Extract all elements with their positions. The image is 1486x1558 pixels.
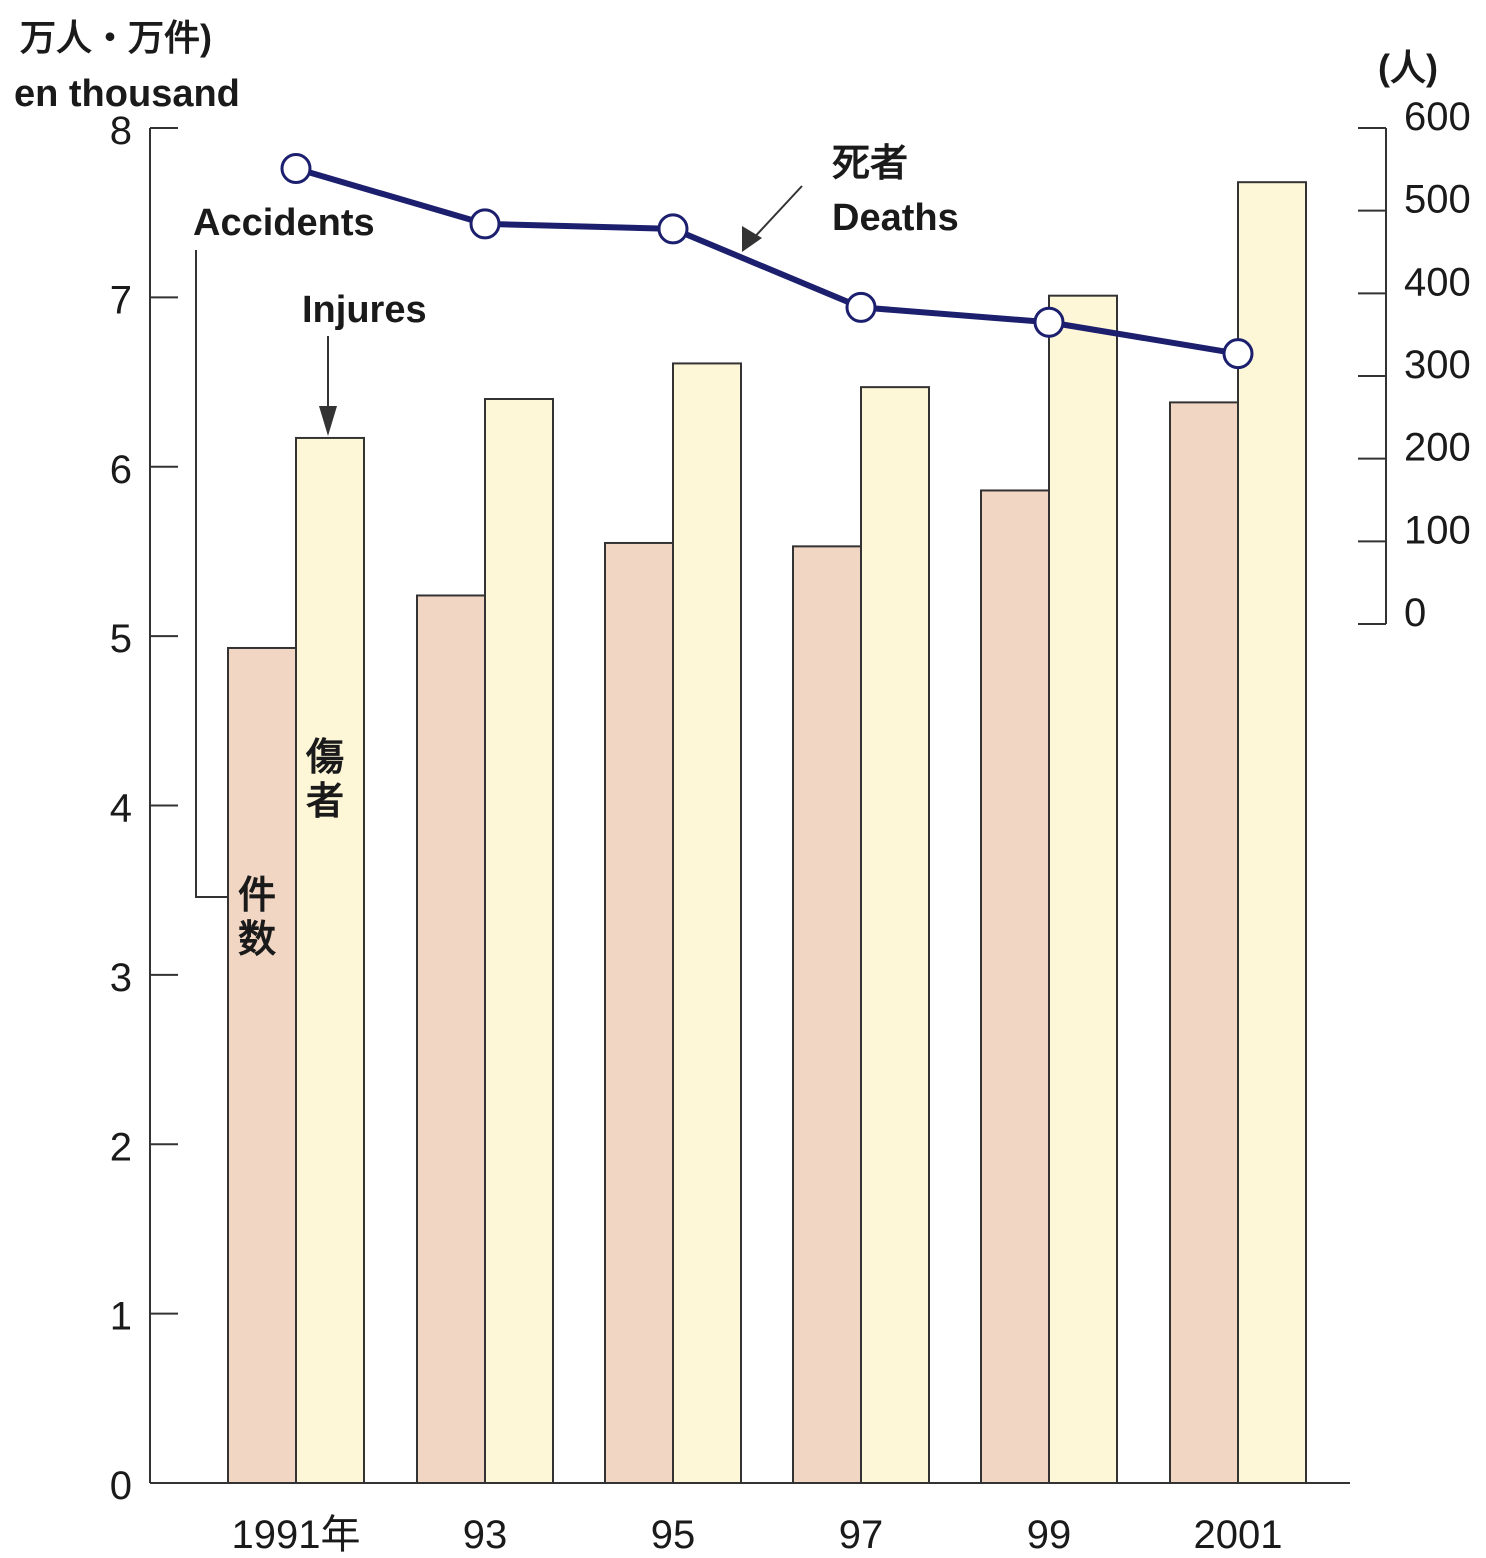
injures-annotation-jp-2: 者 xyxy=(306,781,344,823)
accidents-leader xyxy=(195,250,228,898)
injures-arrowhead xyxy=(319,406,337,436)
accidents-annotation-en: Accidents xyxy=(193,202,375,244)
left-axis-unit: 万人・万件) xyxy=(20,17,212,58)
deaths-line xyxy=(280,153,1254,370)
chart-labels: 万人・万件) en thousand (人) Accidents 件 数 Inj… xyxy=(14,17,1438,961)
left-axis-tick-label: 4 xyxy=(110,787,132,831)
right-axis-tick-label: 300 xyxy=(1404,343,1471,387)
bar-injures xyxy=(484,398,554,1484)
left-axis-tick-label: 1 xyxy=(110,1295,132,1339)
deaths-point xyxy=(845,291,877,323)
accidents-annotation-jp-2: 数 xyxy=(238,919,276,961)
x-axis-tick-label: 1991年 xyxy=(232,1513,361,1557)
injures-annotation-en: Injures xyxy=(302,289,427,331)
bar-accidents xyxy=(416,594,486,1484)
left-axis-tick-label: 2 xyxy=(110,1125,132,1169)
injures-annotation-jp-1: 傷 xyxy=(305,737,344,779)
deaths-point xyxy=(280,153,312,185)
bar-accidents xyxy=(604,541,674,1484)
x-axis-tick-label: 95 xyxy=(651,1513,696,1557)
x-axis-tick-label: 93 xyxy=(463,1513,508,1557)
bar-injures xyxy=(1237,181,1307,1485)
bar-injures xyxy=(1048,294,1118,1484)
deaths-point xyxy=(1222,338,1254,370)
deaths-point xyxy=(1033,306,1065,338)
left-axis-tick-label: 3 xyxy=(110,956,132,1000)
right-axis-tick-label: 400 xyxy=(1404,260,1471,304)
axes: 0 1 2 3 4 5 6 7 8 1991年 93 95 97 99 2001 0 100 200 300 400 5… xyxy=(110,95,1471,1557)
deaths-arrowhead xyxy=(742,226,762,252)
deaths-annotation-jp: 死者 xyxy=(832,143,908,185)
left-axis-tick-label: 7 xyxy=(110,278,132,322)
deaths-series-line xyxy=(295,165,1239,357)
left-axis-tick-label: 0 xyxy=(110,1464,132,1508)
right-axis-tick-label: 200 xyxy=(1404,426,1471,470)
deaths-annotation-en: Deaths xyxy=(832,197,959,239)
bar-accidents xyxy=(227,646,297,1484)
bar-injures xyxy=(860,386,930,1484)
bars xyxy=(227,181,1307,1485)
accidents-annotation-jp-1: 件 xyxy=(238,875,276,917)
bar-accidents xyxy=(792,545,862,1484)
right-axis-tick-label: 500 xyxy=(1404,178,1471,222)
deaths-point xyxy=(657,213,689,245)
left-axis-tick-label: 8 xyxy=(110,109,132,153)
bar-injures xyxy=(672,362,742,1484)
bar-accidents xyxy=(1169,401,1239,1485)
deaths-leader xyxy=(749,185,803,243)
x-axis-tick-label: 99 xyxy=(1027,1513,1072,1557)
right-axis-tick-label: 100 xyxy=(1404,508,1471,552)
right-axis-tick-label: 0 xyxy=(1404,591,1426,635)
right-axis-tick-label: 600 xyxy=(1404,95,1471,139)
bar-injures xyxy=(295,436,365,1484)
left-axis-tick-label: 6 xyxy=(110,448,132,492)
left-axis-unit-en: en thousand xyxy=(14,73,240,115)
left-axis-tick-label: 5 xyxy=(110,617,132,661)
x-axis-tick-label: 2001 xyxy=(1194,1513,1283,1557)
right-axis-unit: (人) xyxy=(1378,47,1438,88)
x-axis-tick-label: 97 xyxy=(839,1513,884,1557)
deaths-point xyxy=(469,208,501,240)
bar-accidents xyxy=(980,489,1050,1484)
